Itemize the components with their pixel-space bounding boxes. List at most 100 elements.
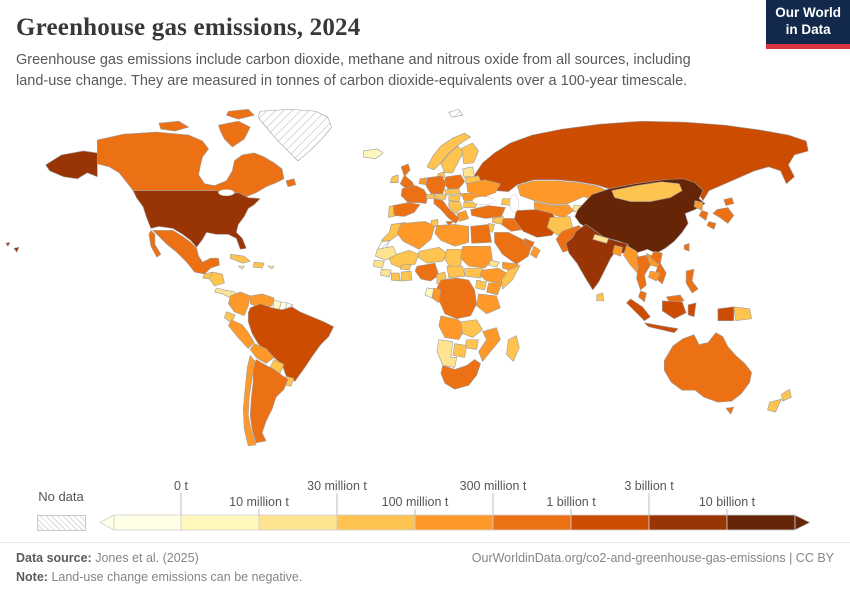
country-papua-new-guinea[interactable] (733, 306, 752, 322)
country-poland[interactable] (443, 174, 465, 189)
country-algeria[interactable] (396, 221, 436, 250)
country-malaysia-borneo[interactable] (665, 294, 685, 304)
country-tanzania[interactable] (476, 293, 501, 315)
country-cambodia[interactable] (648, 270, 661, 282)
country-balkans[interactable] (448, 201, 464, 214)
country-vietnam[interactable] (650, 250, 667, 285)
country-portugal[interactable] (387, 205, 395, 218)
country-nigeria[interactable] (414, 262, 440, 282)
country-greece[interactable] (456, 210, 469, 222)
country-indonesia-sulawesi[interactable] (687, 302, 697, 318)
country-mozambique[interactable] (478, 327, 501, 362)
country-japan-honshu[interactable] (712, 207, 735, 224)
country-mali[interactable] (388, 249, 420, 269)
country-honduras-nicaragua[interactable] (209, 271, 225, 287)
country-nepal[interactable] (592, 234, 609, 244)
country-mexico[interactable] (152, 230, 220, 275)
country-baltic-states[interactable] (462, 166, 475, 178)
country-madagascar[interactable] (506, 335, 520, 362)
country-ghana[interactable] (400, 270, 413, 282)
country-uganda[interactable] (475, 279, 487, 291)
country-canada-victoria-island[interactable] (158, 120, 189, 132)
country-canada-baffin-island[interactable] (218, 120, 251, 148)
country-australia-tasmania[interactable] (725, 406, 735, 415)
country-usa-alaska[interactable] (45, 150, 98, 180)
country-ireland[interactable] (389, 174, 399, 184)
country-japan-kyushu[interactable] (706, 221, 717, 230)
country-finland[interactable] (461, 142, 479, 165)
country-zimbabwe[interactable] (464, 339, 479, 350)
country-svalbard[interactable] (448, 108, 464, 118)
country-angola[interactable] (438, 315, 465, 340)
country-libya[interactable] (434, 224, 469, 247)
country-philippines[interactable] (685, 268, 699, 294)
country-indonesia-west-papua[interactable] (717, 306, 735, 322)
country-austria[interactable] (433, 194, 448, 200)
country-central-african-republic[interactable] (446, 265, 465, 279)
country-taiwan[interactable] (683, 242, 690, 252)
country-greenland[interactable] (257, 108, 332, 162)
country-hungary[interactable] (448, 194, 462, 202)
country-venezuela[interactable] (249, 293, 275, 309)
country-brazil[interactable] (247, 303, 334, 382)
country-guinea[interactable] (379, 268, 392, 278)
country-south-africa[interactable] (440, 359, 481, 390)
country-italy-sicily[interactable] (445, 221, 455, 226)
country-italy[interactable] (433, 198, 461, 224)
country-bolivia[interactable] (249, 343, 275, 364)
country-oman[interactable] (529, 245, 541, 259)
country-saudi-arabia[interactable] (494, 232, 533, 265)
country-egypt[interactable] (470, 224, 492, 244)
country-germany[interactable] (425, 175, 447, 194)
country-hispaniola[interactable] (252, 261, 265, 269)
country-botswana[interactable] (452, 343, 467, 358)
country-chile[interactable] (242, 355, 257, 447)
country-new-zealand-north[interactable] (781, 388, 792, 402)
country-united-kingdom[interactable] (399, 163, 416, 190)
owid-logo[interactable]: Our World in Data (766, 0, 850, 49)
license-label[interactable]: CC BY (795, 551, 834, 565)
country-czechia-slovakia[interactable] (444, 188, 462, 195)
country-gulf-states[interactable] (523, 238, 535, 248)
country-ukraine[interactable] (466, 179, 501, 198)
country-malaysia-peninsula[interactable] (638, 290, 647, 303)
country-usa-hawaii-1[interactable] (5, 242, 11, 247)
country-indonesia-sumatra[interactable] (626, 298, 651, 322)
country-norway[interactable] (426, 132, 471, 171)
country-japan-hokkaido[interactable] (723, 197, 735, 206)
country-usa-mainland[interactable] (132, 190, 261, 250)
country-south-sudan[interactable] (464, 267, 483, 279)
country-jamaica[interactable] (238, 265, 245, 270)
country-benelux[interactable] (418, 177, 427, 186)
legend-color-bar[interactable]: 0 t 10 million t 30 million t 100 million t… (0, 478, 850, 538)
country-sweden[interactable] (440, 145, 465, 174)
country-burkina-faso[interactable] (399, 263, 412, 271)
country-canada-newfoundland[interactable] (285, 178, 297, 187)
country-bangladesh[interactable] (612, 244, 623, 257)
country-new-zealand-south[interactable] (767, 398, 782, 413)
country-dr-congo[interactable] (436, 277, 477, 320)
country-niger[interactable] (417, 246, 448, 264)
country-iceland[interactable] (363, 148, 384, 160)
country-canada-ellesmere[interactable] (226, 108, 255, 120)
country-france[interactable] (400, 185, 429, 204)
country-puerto-rico[interactable] (267, 265, 275, 270)
country-argentina[interactable] (249, 359, 289, 444)
country-spain[interactable] (392, 202, 421, 217)
owid-url-link[interactable]: OurWorldinData.org/co2-and-greenhouse-ga… (471, 551, 786, 565)
country-sri-lanka[interactable] (596, 292, 605, 302)
no-data-swatch[interactable] (37, 515, 86, 531)
country-colombia[interactable] (228, 291, 251, 317)
country-zambia[interactable] (460, 319, 483, 338)
country-indonesia-java[interactable] (644, 322, 679, 333)
country-usa-hawaii-2[interactable] (13, 246, 20, 253)
country-mongolia[interactable] (611, 181, 683, 202)
country-russia[interactable] (474, 120, 809, 201)
country-switzerland[interactable] (425, 193, 436, 199)
country-namibia[interactable] (436, 339, 458, 368)
country-south-korea[interactable] (698, 210, 709, 221)
country-indonesia-kalimantan[interactable] (661, 300, 687, 320)
country-cuba[interactable] (230, 253, 251, 264)
country-australia[interactable] (663, 332, 752, 403)
country-turkey[interactable] (470, 205, 506, 219)
